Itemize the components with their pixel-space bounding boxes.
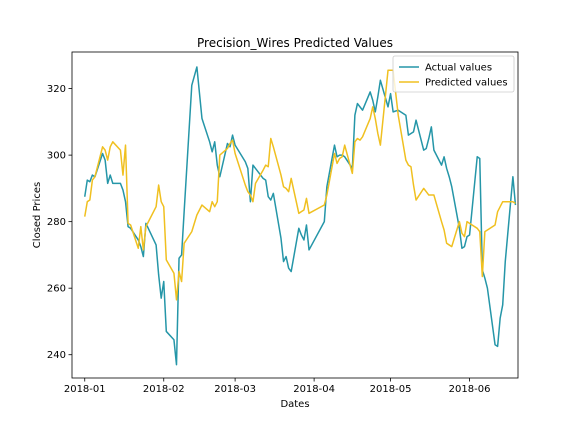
series-line-predicted-values	[84, 69, 516, 301]
series-line-actual-values	[83, 66, 517, 366]
x-axis-label: Dates	[280, 399, 309, 410]
legend: Actual values Predicted values	[392, 55, 515, 93]
legend-entry: Actual values	[425, 63, 492, 74]
x-tick-label: 2018-01	[64, 384, 106, 395]
y-tick-label: 280	[47, 217, 66, 228]
chart-title: Precision_Wires Predicted Values	[197, 36, 393, 50]
y-tick-label: 240	[47, 350, 66, 361]
y-axis: 240 260 280 300 320	[47, 84, 72, 361]
x-tick-label: 2018-03	[214, 384, 256, 395]
legend-entry: Predicted values	[425, 78, 508, 89]
x-tick-label: 2018-04	[293, 384, 335, 395]
x-axis: 2018-01 2018-02 2018-03 2018-04 2018-05 2018-…	[64, 378, 491, 395]
y-axis-label: Closed Prices	[32, 182, 43, 248]
y-tick-label: 260	[47, 284, 66, 295]
plot-area-frame	[71, 51, 519, 379]
y-tick-label: 300	[47, 151, 66, 162]
legend-box	[392, 55, 515, 93]
x-tick-label: 2018-02	[143, 384, 185, 395]
y-tick-label: 320	[47, 84, 66, 95]
x-tick-label: 2018-05	[370, 384, 412, 395]
x-tick-label: 2018-06	[449, 384, 491, 395]
plot-series	[83, 66, 517, 366]
